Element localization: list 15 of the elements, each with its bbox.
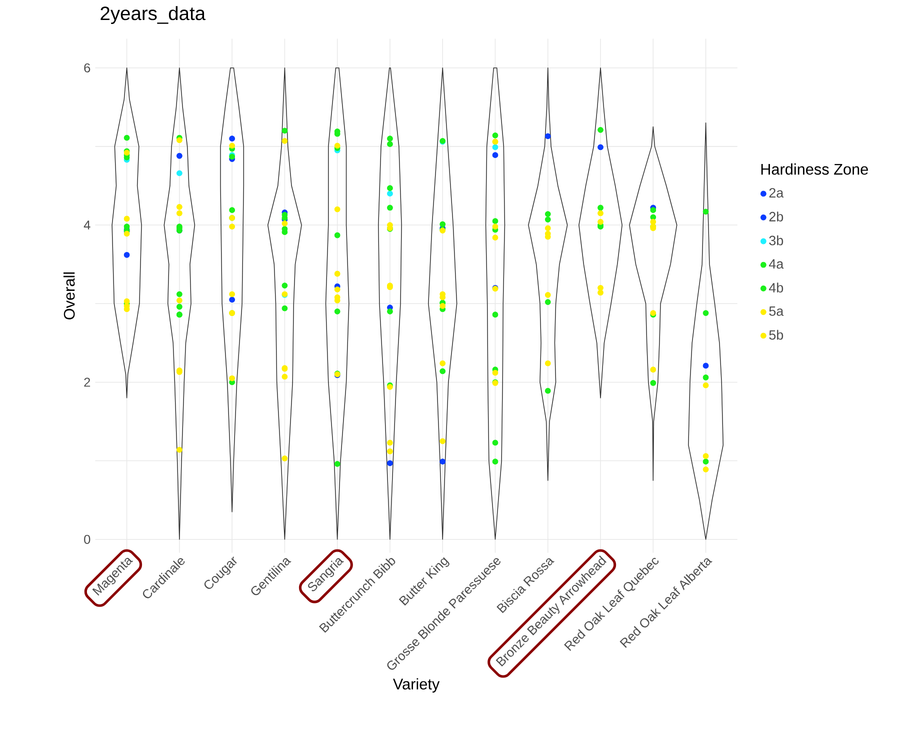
y-tick-label: 2 [84,378,90,387]
legend-label: 5b [769,330,784,340]
y-tick-label: 6 [84,64,90,73]
y-axis-title: Overall [63,272,75,320]
y-tick-label: 0 [84,535,90,544]
legend-label: 4b [768,282,784,293]
x-axis-title: Variety [392,678,440,693]
legend-label: 2a [769,188,784,198]
legend-title: Hardiness Zone [761,164,868,175]
chart-title: 2years_data [100,6,206,24]
legend-label: 2b [769,212,784,222]
y-tick-label: 4 [84,220,90,230]
legend-label: 4a [768,259,784,269]
legend-label: 5a [769,306,784,316]
legend-label: 3b [769,236,784,246]
